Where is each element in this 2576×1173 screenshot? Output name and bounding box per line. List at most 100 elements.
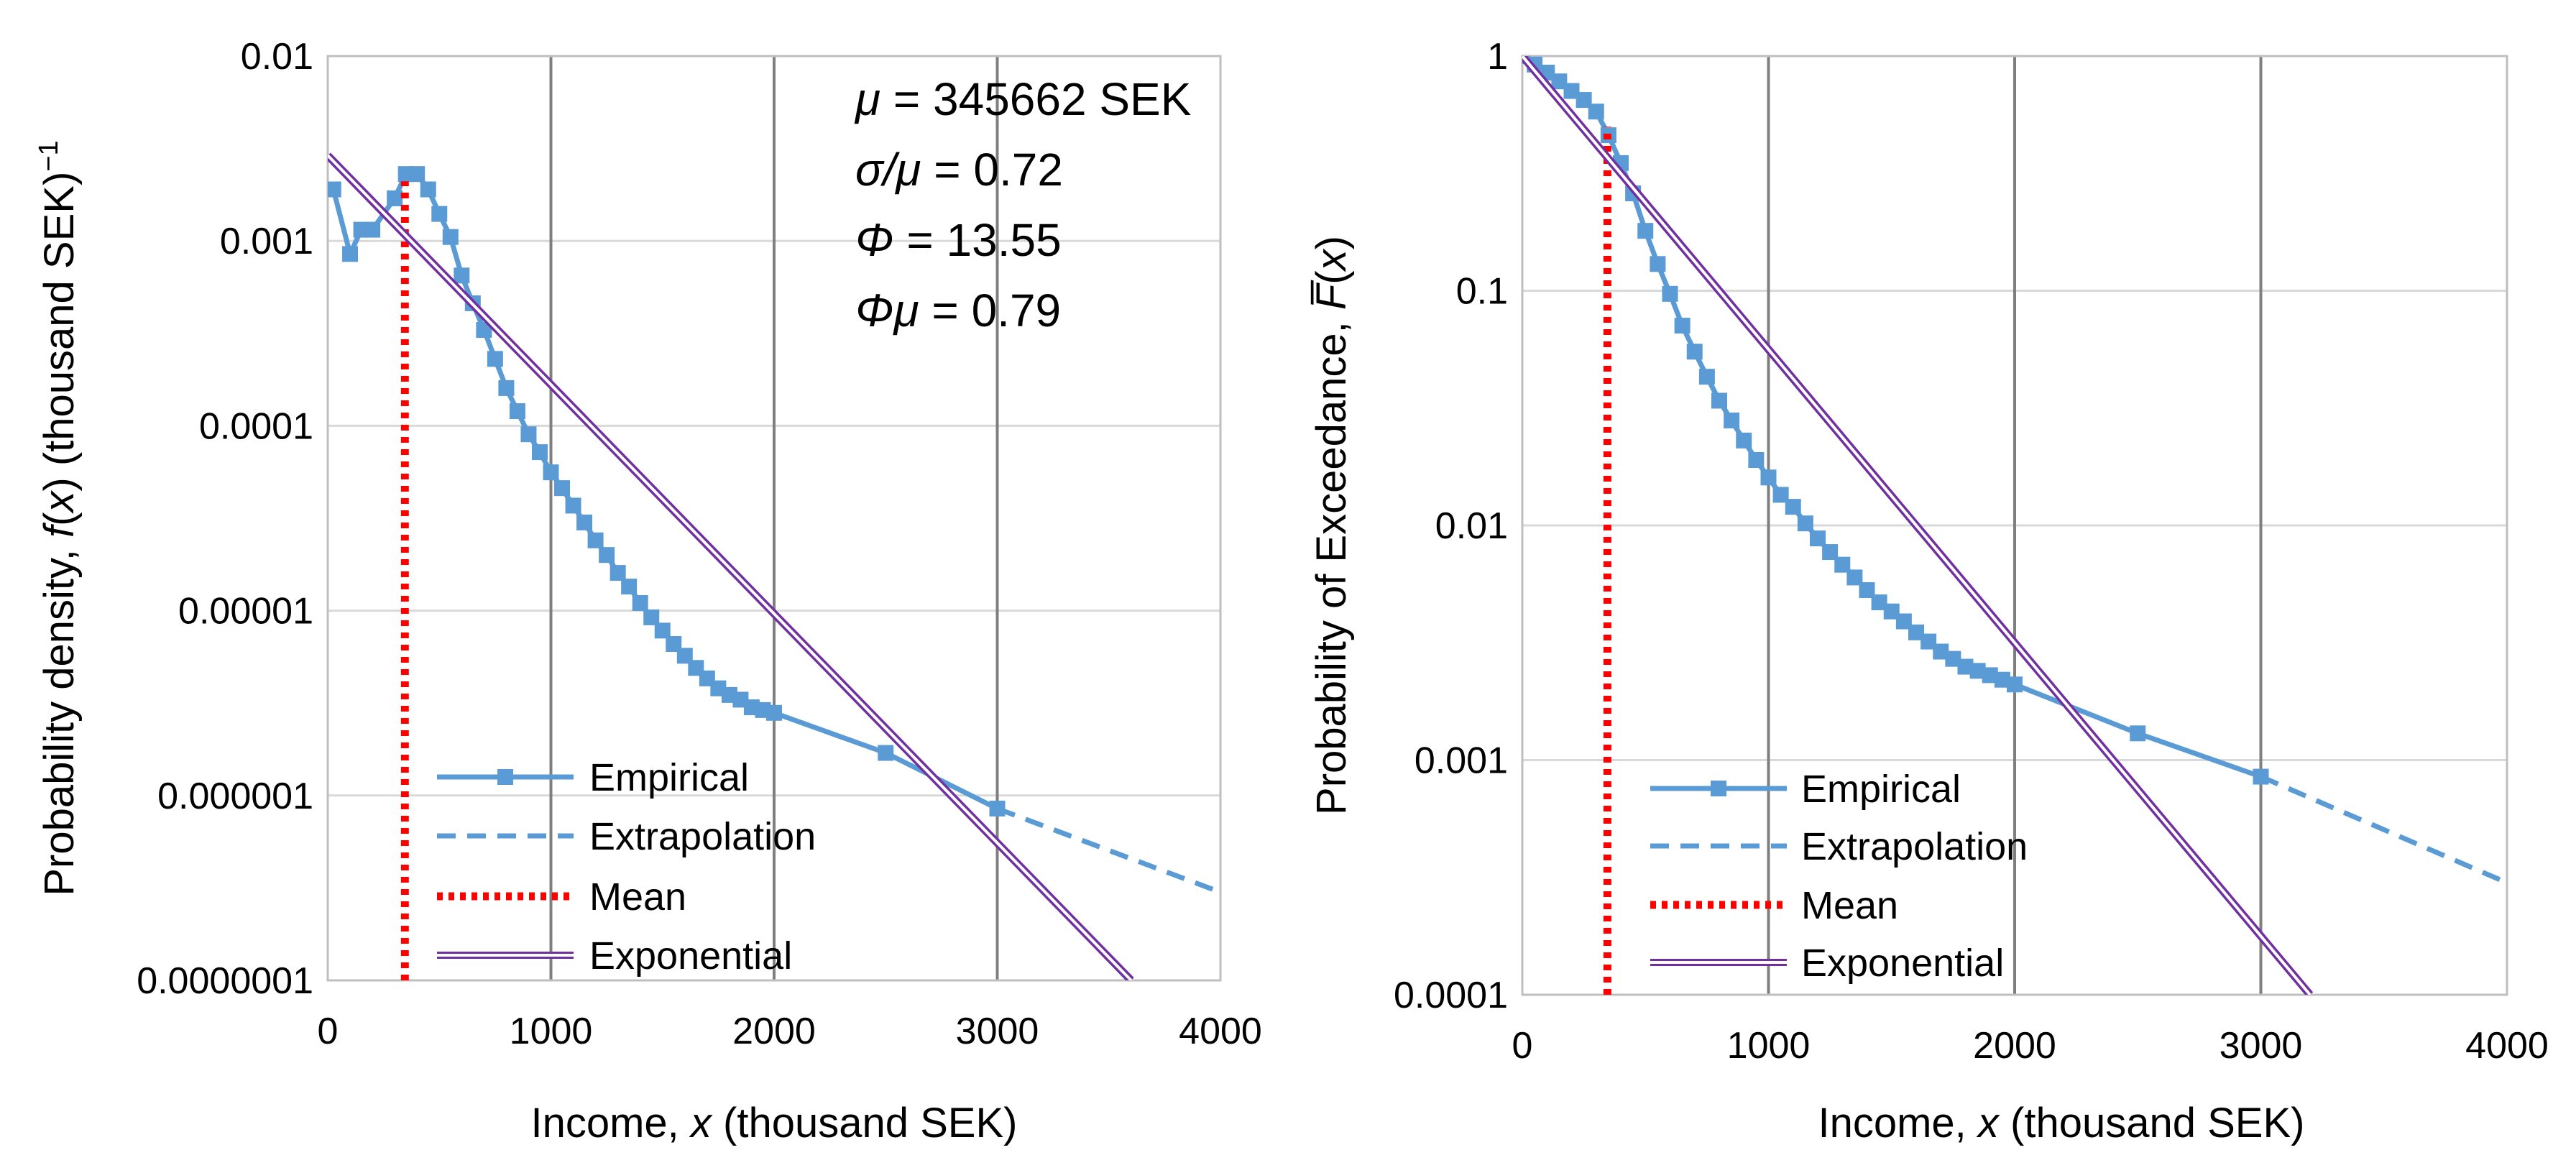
legend-empirical-label: Empirical	[1801, 768, 1961, 811]
empirical-marker	[1933, 643, 1949, 660]
empirical-marker	[1674, 318, 1690, 334]
empirical-marker	[1859, 582, 1875, 599]
empirical-marker	[1945, 650, 1961, 667]
empirical-marker	[2007, 676, 2023, 693]
empirical-marker	[431, 206, 448, 222]
empirical-marker	[599, 547, 615, 564]
empirical-marker	[878, 745, 894, 761]
empirical-marker	[2130, 725, 2146, 742]
density-series	[328, 152, 1220, 980]
density-legend: Empirical Extrapolation Mean Exponential	[437, 756, 816, 978]
x-tick-label: 4000	[2465, 1025, 2549, 1067]
empirical-marker	[1698, 369, 1715, 385]
y-tick-label: 0.0001	[1394, 975, 1508, 1016]
stat-cv: σ/μ = 0.72	[855, 144, 1063, 196]
y-tick-label: 0.1	[1456, 271, 1508, 313]
legend-empirical-marker	[1711, 781, 1726, 796]
x-tick-label: 0	[1512, 1025, 1533, 1067]
empirical-marker	[565, 497, 581, 514]
empirical-marker	[1724, 413, 1740, 429]
empirical-marker	[632, 594, 648, 611]
exceedance-y-axis-title: Probability of Exceedance, F̅(x)	[1308, 236, 1355, 815]
empirical-marker	[520, 426, 537, 443]
stat-mean: μ = 345662 SEK	[854, 73, 1191, 125]
empirical-marker	[587, 532, 604, 548]
y-tick-label: 0.00001	[178, 591, 313, 632]
empirical-marker	[1748, 451, 1765, 468]
density-chart: 0.010.0010.00010.000010.0000010.0000001 …	[34, 36, 1262, 1146]
x-tick-label: 3000	[2220, 1025, 2303, 1067]
empirical-marker	[476, 322, 492, 339]
empirical-line	[331, 171, 999, 811]
empirical-marker	[1551, 73, 1568, 90]
empirical-marker	[1588, 104, 1604, 120]
empirical-marker	[1895, 613, 1912, 630]
empirical-marker	[766, 704, 782, 721]
empirical-marker	[1563, 83, 1580, 99]
empirical-marker	[342, 246, 359, 262]
empirical-marker	[576, 514, 593, 530]
empirical-marker	[621, 579, 638, 595]
x-tick-label: 1000	[1727, 1025, 1811, 1067]
empirical-marker	[1637, 223, 1654, 239]
empirical-marker	[409, 166, 426, 183]
empirical-marker	[1810, 530, 1826, 547]
empirical-marker	[498, 380, 515, 396]
legend-empirical-marker	[497, 769, 513, 785]
stat-phi-mu: Φμ = 0.79	[855, 285, 1061, 336]
empirical-marker	[420, 181, 436, 198]
empirical-marker	[1785, 499, 1801, 515]
y-tick-label: 0.0001	[199, 405, 313, 447]
empirical-marker	[1846, 569, 1863, 586]
empirical-marker	[643, 609, 660, 625]
empirical-marker	[554, 480, 571, 497]
extrapolation-line	[996, 806, 1220, 895]
density-y-axis-title: Probability density, f(x) (thousand SEK)…	[34, 140, 83, 896]
x-tick-label: 4000	[1179, 1011, 1262, 1052]
empirical-marker	[1662, 285, 1678, 302]
legend-exponential-label: Exponential	[1801, 942, 2004, 985]
density-x-axis-title: Income, x (thousand SEK)	[530, 1100, 1017, 1146]
legend-empirical-label: Empirical	[589, 756, 749, 799]
empirical-marker	[1797, 515, 1813, 532]
empirical-marker	[1711, 392, 1727, 409]
exceedance-chart: 1 0.1 0.01 0.001 0.0001 0 1000 2000 3000 4000 In…	[1308, 36, 2549, 1146]
empirical-marker	[1686, 344, 1703, 360]
legend-extrapolation-label: Extrapolation	[1801, 825, 2028, 868]
y-tick-label: 1	[1487, 36, 1508, 78]
empirical-marker	[454, 267, 470, 284]
empirical-marker	[1871, 594, 1887, 611]
y-tick-label: 0.0000001	[137, 960, 313, 1002]
empirical-marker	[1920, 633, 1937, 650]
exceedance-series	[1522, 56, 2507, 995]
density-stats-annotation: μ = 345662 SEK σ/μ = 0.72 Φ = 13.55 Φμ =…	[854, 73, 1191, 336]
empirical-marker	[328, 181, 341, 198]
y-tick-label: 0.001	[220, 221, 313, 262]
x-tick-label: 1000	[510, 1011, 593, 1052]
x-tick-label: 2000	[1973, 1025, 2056, 1067]
empirical-marker	[531, 444, 548, 461]
exceedance-plot-frame	[1521, 55, 2508, 996]
empirical-marker	[1822, 544, 1839, 561]
density-x-ticks: 0 1000 2000 3000 4000	[318, 1011, 1262, 1052]
empirical-marker	[1957, 658, 1974, 675]
empirical-marker	[1736, 432, 1752, 448]
y-tick-label: 0.000001	[157, 776, 313, 817]
empirical-marker	[1969, 663, 1986, 679]
empirical-marker	[1760, 469, 1777, 486]
empirical-marker	[1908, 624, 1924, 640]
empirical-marker	[1834, 556, 1851, 573]
exceedance-legend: Empirical Extrapolation Mean Exponential	[1650, 768, 2028, 985]
empirical-marker	[1982, 667, 1998, 684]
empirical-marker	[1883, 603, 1900, 620]
extrapolation-line	[2260, 774, 2507, 886]
empirical-marker	[543, 464, 559, 481]
exponential-line-inner	[328, 154, 1133, 980]
exponential-line-inner	[1522, 56, 2312, 995]
empirical-marker	[387, 190, 403, 206]
exceedance-y-ticks: 1 0.1 0.01 0.001 0.0001	[1394, 36, 1508, 1016]
empirical-marker	[442, 229, 459, 245]
exceedance-x-axis-title: Income, x (thousand SEK)	[1818, 1100, 2304, 1146]
density-plot-frame	[326, 55, 1222, 982]
